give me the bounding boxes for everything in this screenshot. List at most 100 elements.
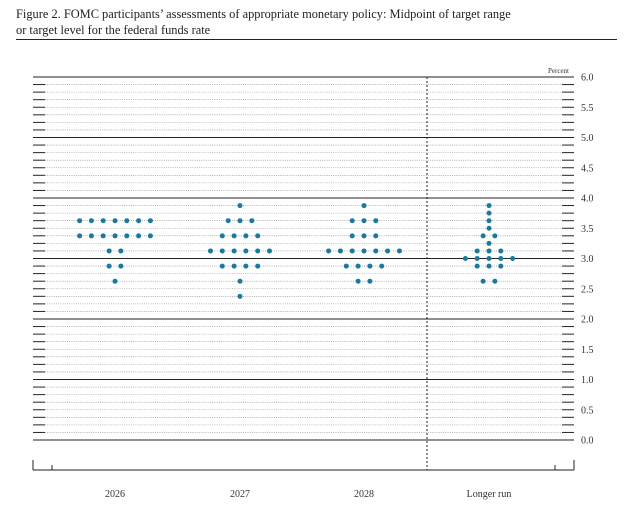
x-category-label: Longer run bbox=[467, 489, 512, 500]
participant-dot bbox=[147, 218, 153, 224]
grid-layer bbox=[33, 76, 574, 441]
dots-layer bbox=[77, 203, 516, 299]
participant-dot bbox=[486, 210, 492, 216]
y-tick-label: 1.5 bbox=[581, 345, 594, 356]
y-tick-label: 2.0 bbox=[581, 315, 594, 326]
participant-dot bbox=[486, 218, 492, 224]
participant-dot bbox=[361, 233, 367, 239]
participant-dot bbox=[474, 263, 480, 269]
title-divider bbox=[16, 39, 617, 40]
chart-title: Figure 2. FOMC participants’ assessments… bbox=[16, 6, 616, 38]
participant-dot bbox=[355, 278, 361, 284]
participant-dot bbox=[208, 248, 213, 254]
participant-dot bbox=[373, 233, 379, 239]
participant-dot bbox=[231, 233, 237, 239]
y-tick-label: 4.0 bbox=[581, 194, 594, 205]
participant-dot bbox=[88, 233, 94, 239]
participant-dot bbox=[237, 203, 243, 209]
participant-dot bbox=[112, 278, 118, 284]
participant-dot bbox=[349, 218, 355, 224]
x-category-label: 2026 bbox=[105, 489, 125, 500]
y-tick-label: 2.5 bbox=[581, 284, 594, 295]
participant-dot bbox=[355, 263, 361, 269]
participant-dot bbox=[147, 233, 153, 239]
participant-dot bbox=[462, 256, 468, 261]
participant-dot bbox=[136, 233, 142, 239]
participant-dot bbox=[118, 263, 124, 269]
participant-dot bbox=[349, 233, 355, 239]
participant-dot bbox=[510, 256, 516, 261]
y-tick-label: 0.0 bbox=[581, 436, 594, 447]
participant-dot bbox=[112, 233, 118, 239]
participant-dot bbox=[326, 248, 332, 254]
y-tick-label: 5.0 bbox=[581, 133, 594, 144]
participant-dot bbox=[373, 218, 379, 224]
participant-dot bbox=[361, 218, 367, 224]
participant-dot bbox=[237, 278, 243, 284]
participant-dot bbox=[219, 248, 225, 254]
chart-title-line-2: or target level for the federal funds ra… bbox=[16, 23, 211, 37]
participant-dot bbox=[385, 248, 391, 254]
chart-title-line-1: Figure 2. FOMC participants’ assessments… bbox=[16, 7, 511, 21]
x-category-label: 2027 bbox=[230, 489, 250, 500]
participant-dot bbox=[243, 233, 249, 239]
participant-dot bbox=[343, 263, 349, 269]
participant-dot bbox=[361, 248, 367, 254]
participant-dot bbox=[255, 263, 261, 269]
participant-dot bbox=[379, 263, 385, 269]
participant-dot bbox=[498, 256, 504, 261]
participant-dot bbox=[231, 263, 237, 269]
participant-dot bbox=[474, 256, 480, 261]
participant-dot bbox=[492, 278, 498, 284]
participant-dot bbox=[124, 233, 130, 239]
participant-dot bbox=[480, 278, 486, 284]
participant-dot bbox=[106, 248, 112, 254]
participant-dot bbox=[124, 218, 130, 224]
participant-dot bbox=[243, 248, 249, 254]
participant-dot bbox=[219, 233, 225, 239]
participant-dot bbox=[367, 263, 373, 269]
participant-dot bbox=[219, 263, 225, 269]
participant-dot bbox=[367, 278, 373, 284]
participant-dot bbox=[243, 263, 249, 269]
frame-layer bbox=[32, 77, 575, 471]
y-tick-labels: 6.0 5.5 5.0 4.5 4.0 3.5 3.0 2.5 2.0 1.5 1.0 0.5 0.0 bbox=[581, 73, 594, 447]
participant-dot bbox=[231, 248, 237, 254]
participant-dot bbox=[88, 218, 94, 224]
participant-dot bbox=[112, 218, 118, 224]
participant-dot bbox=[136, 218, 142, 224]
participant-dot bbox=[486, 263, 492, 269]
participant-dot bbox=[237, 218, 243, 224]
participant-dot bbox=[100, 233, 106, 239]
participant-dot bbox=[498, 263, 504, 269]
participant-dot bbox=[361, 203, 367, 209]
participant-dot bbox=[237, 293, 243, 299]
participant-dot bbox=[267, 248, 272, 254]
participant-dot bbox=[249, 218, 255, 224]
participant-dot bbox=[486, 256, 492, 261]
participant-dot bbox=[225, 218, 231, 224]
participant-dot bbox=[255, 233, 261, 239]
participant-dot bbox=[396, 248, 402, 254]
participant-dot bbox=[100, 218, 106, 224]
y-tick-label: 3.0 bbox=[581, 254, 594, 265]
participant-dot bbox=[486, 240, 492, 246]
participant-dot bbox=[474, 248, 480, 254]
y-axis-unit-label: Percent bbox=[548, 67, 569, 75]
participant-dot bbox=[373, 248, 379, 254]
x-category-label: 2028 bbox=[354, 489, 374, 500]
participant-dot bbox=[486, 248, 492, 254]
participant-dot bbox=[492, 233, 498, 239]
y-tick-label: 3.5 bbox=[581, 224, 594, 235]
participant-dot bbox=[486, 203, 492, 209]
y-tick-label: 0.5 bbox=[581, 405, 594, 416]
y-tick-label: 1.0 bbox=[581, 375, 594, 386]
participant-dot bbox=[77, 233, 83, 239]
participant-dot bbox=[480, 233, 486, 239]
participant-dot bbox=[498, 248, 504, 254]
y-tick-label: 4.5 bbox=[581, 163, 594, 174]
y-tick-label: 6.0 bbox=[581, 73, 594, 84]
participant-dot bbox=[349, 248, 355, 254]
participant-dot bbox=[118, 248, 124, 254]
